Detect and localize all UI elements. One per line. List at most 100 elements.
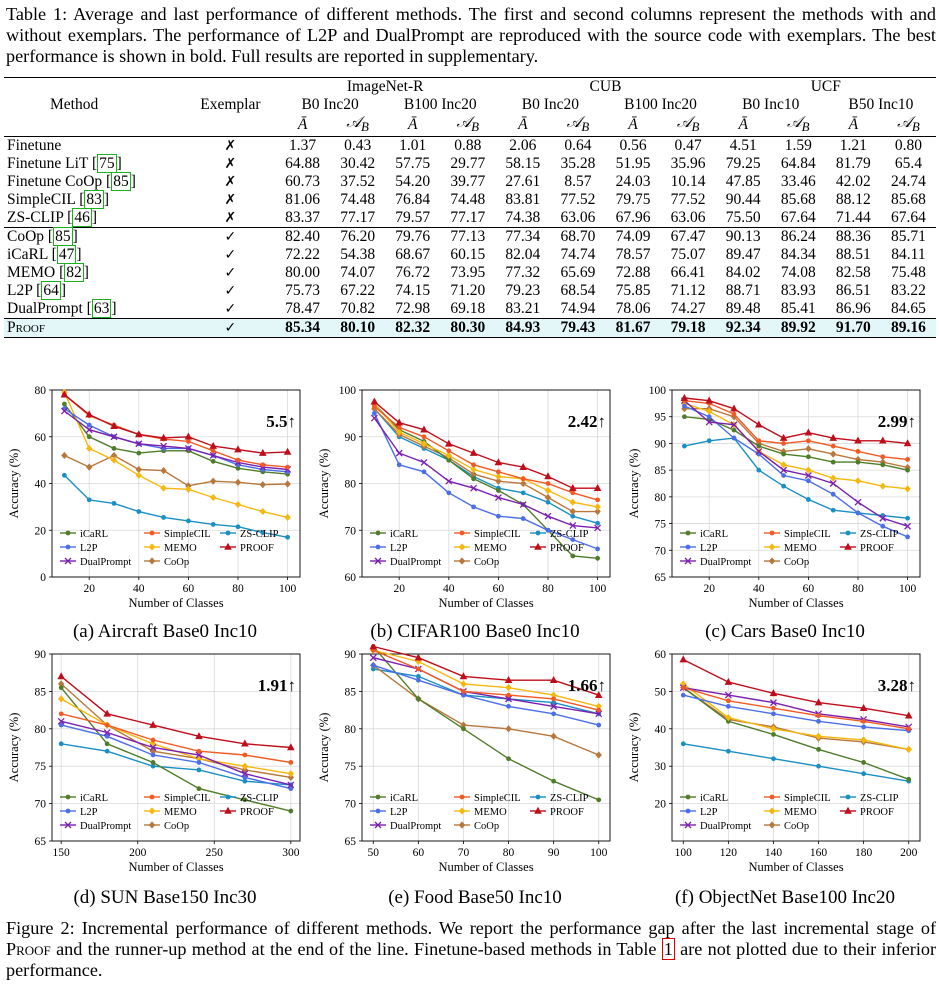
legend-item-dualprompt: DualPrompt [370, 821, 441, 832]
results-table: Method Exemplar ImageNet-R CUB UCF B0 In… [4, 76, 936, 339]
legend-label: DualPrompt [80, 557, 131, 568]
citation-link[interactable]: 82 [64, 263, 84, 283]
citation-link[interactable]: 83 [84, 190, 104, 210]
y-tick-label: 80 [345, 479, 357, 491]
legend-label: iCaRL [700, 529, 728, 540]
series-line [61, 724, 291, 790]
legend-label: L2P [390, 807, 408, 818]
data-point [241, 770, 249, 778]
value-cell: 1.59 [770, 136, 826, 156]
data-point [161, 514, 167, 520]
header-metric-last: 𝒜B [330, 114, 385, 137]
series-line [682, 683, 909, 751]
exemplar-mark: ✓ [224, 247, 237, 264]
data-point [520, 476, 526, 482]
subcaption-b: (b) CIFAR100 Base0 Inc10 [370, 621, 580, 642]
value-cell: 82.40 [275, 227, 331, 247]
y-axis-label: Accuracy (%) [317, 713, 331, 783]
header-dataset-imagenet-r: ImageNet-R [275, 77, 496, 96]
data-point [110, 433, 118, 441]
data-point [259, 481, 266, 489]
data-point [724, 677, 733, 685]
data-point [396, 425, 402, 430]
citation-link[interactable]: 63 [91, 299, 112, 319]
data-point [724, 691, 732, 699]
x-tick-label: 100 [590, 847, 608, 859]
data-point [86, 422, 92, 428]
data-point [242, 778, 248, 784]
x-axis-label: Number of Classes [438, 860, 533, 874]
value-cell: 72.22 [285, 246, 320, 264]
legend-label: MEMO [164, 543, 197, 554]
data-point [58, 711, 64, 717]
data-point [520, 490, 526, 496]
value-cell: 39.77 [450, 173, 486, 191]
citation-link[interactable]: 47 [56, 245, 77, 265]
legend-item-dualprompt: DualPrompt [60, 821, 131, 832]
legend-item-memo: MEMO [144, 543, 197, 554]
data-point [160, 442, 168, 450]
table-row: MEMO [82] ✓ 80.00 74.07 76.72 73.95 77.32 65.69… [4, 263, 936, 283]
y-tick-label: 80 [345, 724, 357, 736]
citation-link[interactable]: 75 [97, 154, 117, 174]
value-cell: 89.48 [725, 300, 761, 318]
header-setting: B50 Inc10 [848, 96, 914, 113]
legend-marker [64, 557, 72, 565]
series-memo [57, 695, 295, 778]
data-point [904, 522, 912, 530]
data-point [506, 756, 511, 762]
series-line [61, 720, 291, 786]
citation-link[interactable]: 85 [111, 172, 131, 192]
data-point [85, 426, 93, 434]
data-point [150, 752, 156, 758]
legend-item-simplecil: SimpleCIL [764, 529, 831, 540]
header-setting: B0 Inc20 [521, 96, 580, 113]
series-dualprompt [369, 654, 603, 718]
data-point [446, 448, 452, 454]
data-point [260, 530, 266, 535]
data-point [593, 483, 602, 491]
table-caption-label: Table 1: [6, 4, 68, 24]
value-cell: 65.4 [894, 155, 922, 173]
data-point [287, 770, 295, 778]
value-cell: 75.50 [725, 209, 761, 227]
y-tick-label: 75 [655, 519, 667, 531]
gap-annotation: 2.42↑ [568, 412, 606, 431]
data-point [596, 707, 602, 713]
data-point [110, 422, 118, 430]
subcaption-c: (c) Cars Base0 Inc10 [705, 621, 865, 642]
data-point [544, 493, 552, 502]
data-point [725, 713, 732, 722]
legend-marker [375, 530, 381, 536]
y-tick-label: 20 [35, 525, 47, 537]
value-cell: 74.38 [505, 209, 541, 227]
data-point [544, 472, 552, 480]
value-cell: 91.70 [825, 318, 881, 339]
series-line [373, 401, 598, 489]
citation-link[interactable]: 46 [72, 208, 92, 228]
series-l2p [682, 403, 910, 540]
y-tick-label: 100 [339, 385, 357, 397]
value-cell: 1.37 [275, 136, 331, 156]
data-point [550, 702, 558, 710]
data-point [241, 739, 249, 747]
citation-link[interactable]: 64 [41, 281, 61, 301]
figure-caption-table-ref[interactable]: 1 [661, 938, 675, 960]
legend-marker [149, 530, 155, 536]
y-tick-label: 65 [345, 836, 357, 848]
chart-svg: 60 70 80 90 100 20 40 60 80 100 Number of Classes A… [317, 385, 611, 610]
x-tick-label: 20 [393, 583, 405, 595]
value-cell: 79.75 [615, 191, 651, 209]
method-cell: Finetune [4, 136, 186, 156]
data-point [136, 509, 142, 514]
data-point [445, 451, 452, 460]
data-point [595, 497, 600, 503]
series-line [373, 408, 598, 513]
data-point [771, 756, 776, 762]
legend-label: MEMO [164, 807, 197, 818]
x-tick-label: 100 [899, 583, 917, 595]
citation-link[interactable]: 85 [53, 227, 73, 247]
series-proof [60, 390, 292, 456]
value-cell: 70.82 [340, 300, 376, 318]
data-point [730, 413, 738, 421]
